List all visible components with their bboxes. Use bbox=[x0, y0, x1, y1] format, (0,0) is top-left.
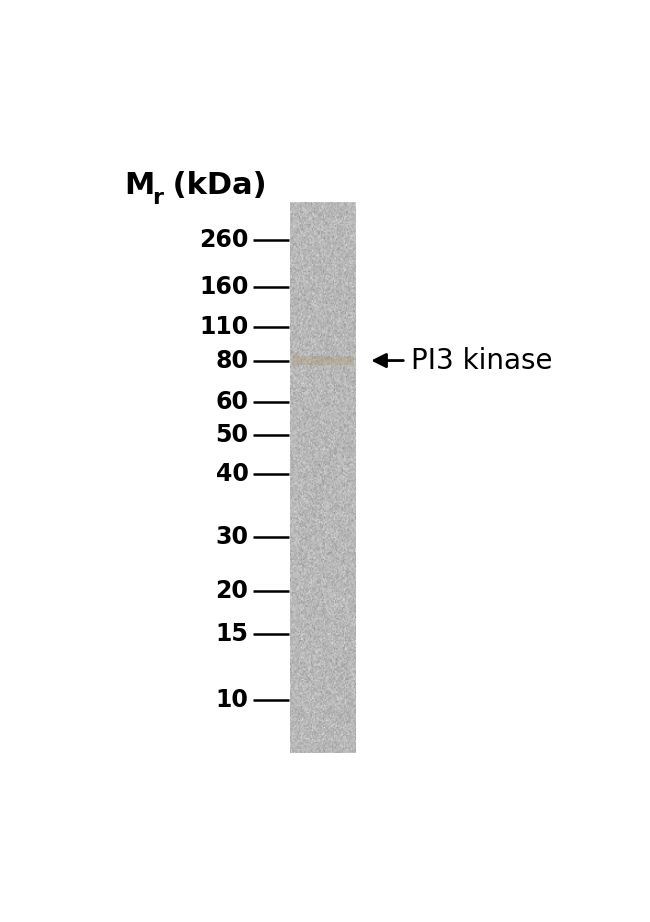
Text: 20: 20 bbox=[216, 579, 248, 603]
Text: 80: 80 bbox=[216, 349, 248, 372]
Text: PI3 kinase: PI3 kinase bbox=[411, 347, 552, 374]
Text: r: r bbox=[152, 188, 162, 208]
Bar bbox=[292, 356, 354, 365]
Text: M: M bbox=[124, 171, 155, 200]
Text: 60: 60 bbox=[216, 390, 248, 414]
Text: (kDa): (kDa) bbox=[162, 171, 266, 200]
Text: 50: 50 bbox=[216, 423, 248, 447]
Text: 40: 40 bbox=[216, 462, 248, 486]
Text: 260: 260 bbox=[199, 228, 248, 252]
Text: 15: 15 bbox=[216, 621, 248, 646]
Text: 30: 30 bbox=[216, 525, 248, 549]
Text: 110: 110 bbox=[200, 315, 248, 339]
Text: 10: 10 bbox=[216, 688, 248, 712]
Bar bbox=[291, 203, 356, 753]
Text: 160: 160 bbox=[199, 275, 248, 299]
